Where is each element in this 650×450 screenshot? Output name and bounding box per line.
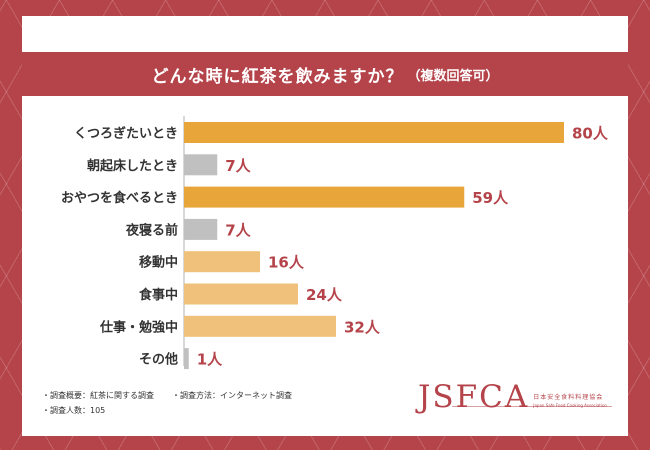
chart-subtitle: （複数回答可） <box>407 68 499 84</box>
value-label: 1人 <box>197 351 223 369</box>
title-bar: どんな時に紅茶を飲みますか？ （複数回答可） <box>22 52 628 96</box>
bar <box>184 283 298 305</box>
category-label: 移動中 <box>139 255 178 271</box>
value-label: 24人 <box>306 286 343 304</box>
value-label: 16人 <box>268 254 305 272</box>
logo-text: JSFCA <box>418 379 530 415</box>
bar <box>184 251 260 273</box>
category-label: 仕事・勉強中 <box>99 319 178 335</box>
survey-method: ・調査方法：インターネット調査 <box>172 391 292 400</box>
bar <box>184 186 465 208</box>
category-label: 朝起床したとき <box>87 158 178 174</box>
bar <box>184 315 336 337</box>
bar <box>184 348 189 370</box>
survey-footer: ・調査概要：紅茶に関する調査 ・調査方法：インターネット調査 ・調査人数：105 <box>42 388 310 418</box>
logo-en-name: Japan Safe Food Cooking Association <box>533 403 607 408</box>
value-label: 7人 <box>225 221 251 239</box>
bar <box>184 218 218 240</box>
logo-jp-name: 日本安全食料料理協会 <box>533 394 604 401</box>
category-label: 食事中 <box>139 287 178 303</box>
value-label: 7人 <box>225 157 251 175</box>
jsfca-logo: JSFCA 日本安全食料料理協会 Japan Safe Food Cooking… <box>418 374 618 414</box>
value-label: 59人 <box>472 189 509 207</box>
category-label: 夜寝る前 <box>125 222 178 238</box>
survey-count: ・調査人数：105 <box>42 406 106 415</box>
survey-overview: ・調査概要：紅茶に関する調査 <box>42 391 154 400</box>
bar <box>184 154 218 176</box>
logo-underline <box>452 406 612 407</box>
value-label: 80人 <box>572 125 609 143</box>
category-label: おやつを食べるとき <box>61 190 178 206</box>
chart-title: どんな時に紅茶を飲みますか？ <box>151 66 404 87</box>
category-label: その他 <box>139 352 178 368</box>
bar <box>184 122 564 143</box>
category-label: くつろぎたいとき <box>74 126 178 142</box>
value-label: 32人 <box>344 318 381 336</box>
